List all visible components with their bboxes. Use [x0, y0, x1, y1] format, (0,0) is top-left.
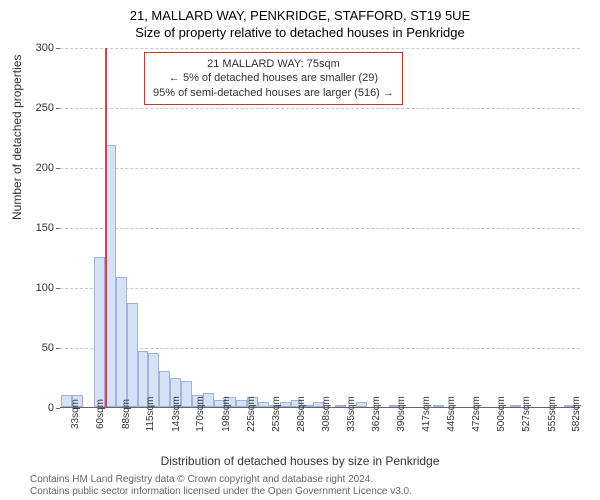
- histogram-bar: [159, 371, 170, 407]
- ytick-label: 150: [24, 222, 54, 234]
- xtick-label: 472sqm: [471, 396, 482, 432]
- chart-title-line2: Size of property relative to detached ho…: [0, 23, 600, 40]
- histogram-bar: [116, 277, 127, 407]
- histogram-bar: [335, 405, 346, 407]
- ytick-label: 100: [24, 282, 54, 294]
- xtick-label: 60sqm: [95, 399, 106, 429]
- gridline: [60, 48, 580, 49]
- histogram-bar: [127, 303, 138, 407]
- xtick-label: 115sqm: [145, 397, 156, 432]
- xtick-label: 335sqm: [346, 396, 357, 432]
- xtick-label: 308sqm: [321, 396, 332, 432]
- plot-area: 05010015020025030033sqm60sqm88sqm115sqm1…: [60, 48, 580, 408]
- xtick-label: 582sqm: [571, 396, 582, 432]
- xtick-label: 280sqm: [296, 396, 307, 432]
- ytick: [56, 108, 60, 109]
- histogram-bar: [258, 402, 269, 407]
- chart-title-line1: 21, MALLARD WAY, PENKRIDGE, STAFFORD, ST…: [0, 0, 600, 23]
- annotation-line2: ← 5% of detached houses are smaller (29): [153, 71, 394, 85]
- xtick-label: 253sqm: [271, 396, 282, 432]
- ytick: [56, 168, 60, 169]
- histogram-bar: [433, 405, 444, 407]
- xtick-label: 198sqm: [221, 396, 232, 432]
- ytick-label: 200: [24, 162, 54, 174]
- marker-line: [105, 48, 107, 407]
- gridline: [60, 168, 580, 169]
- xtick-label: 527sqm: [521, 396, 532, 432]
- xtick-label: 500sqm: [496, 396, 507, 432]
- xtick-label: 170sqm: [195, 396, 206, 432]
- ytick-label: 0: [24, 402, 54, 414]
- annotation-line1: 21 MALLARD WAY: 75sqm: [153, 57, 394, 71]
- ytick: [56, 408, 60, 409]
- ytick: [56, 228, 60, 229]
- xtick-label: 33sqm: [70, 399, 81, 429]
- ytick-label: 250: [24, 102, 54, 114]
- ytick-label: 50: [24, 342, 54, 354]
- xtick-label: 390sqm: [396, 396, 407, 432]
- histogram-bar: [510, 405, 521, 407]
- ytick: [56, 348, 60, 349]
- annotation-line3: 95% of semi-detached houses are larger (…: [153, 86, 394, 100]
- ytick: [56, 288, 60, 289]
- xtick-label: 445sqm: [446, 396, 457, 432]
- ytick: [56, 48, 60, 49]
- ytick-label: 300: [24, 42, 54, 54]
- chart-container: 21, MALLARD WAY, PENKRIDGE, STAFFORD, ST…: [0, 0, 600, 500]
- xtick-label: 225sqm: [246, 396, 257, 432]
- histogram-bar: [94, 257, 105, 407]
- xtick-label: 362sqm: [371, 396, 382, 432]
- footer-line2: Contains public sector information licen…: [30, 486, 412, 497]
- y-axis-label: Number of detached properties: [10, 55, 24, 220]
- gridline: [60, 228, 580, 229]
- gridline: [60, 108, 580, 109]
- footer-line1: Contains HM Land Registry data © Crown c…: [30, 474, 373, 485]
- histogram-bar: [356, 402, 367, 407]
- gridline: [60, 288, 580, 289]
- x-axis-label: Distribution of detached houses by size …: [0, 454, 600, 468]
- xtick-label: 88sqm: [121, 399, 132, 429]
- annotation-box: 21 MALLARD WAY: 75sqm ← 5% of detached h…: [144, 52, 403, 105]
- histogram-bar: [181, 381, 192, 407]
- xtick-label: 143sqm: [171, 396, 182, 432]
- xtick-label: 555sqm: [547, 396, 558, 432]
- gridline: [60, 348, 580, 349]
- xtick-label: 417sqm: [421, 396, 432, 432]
